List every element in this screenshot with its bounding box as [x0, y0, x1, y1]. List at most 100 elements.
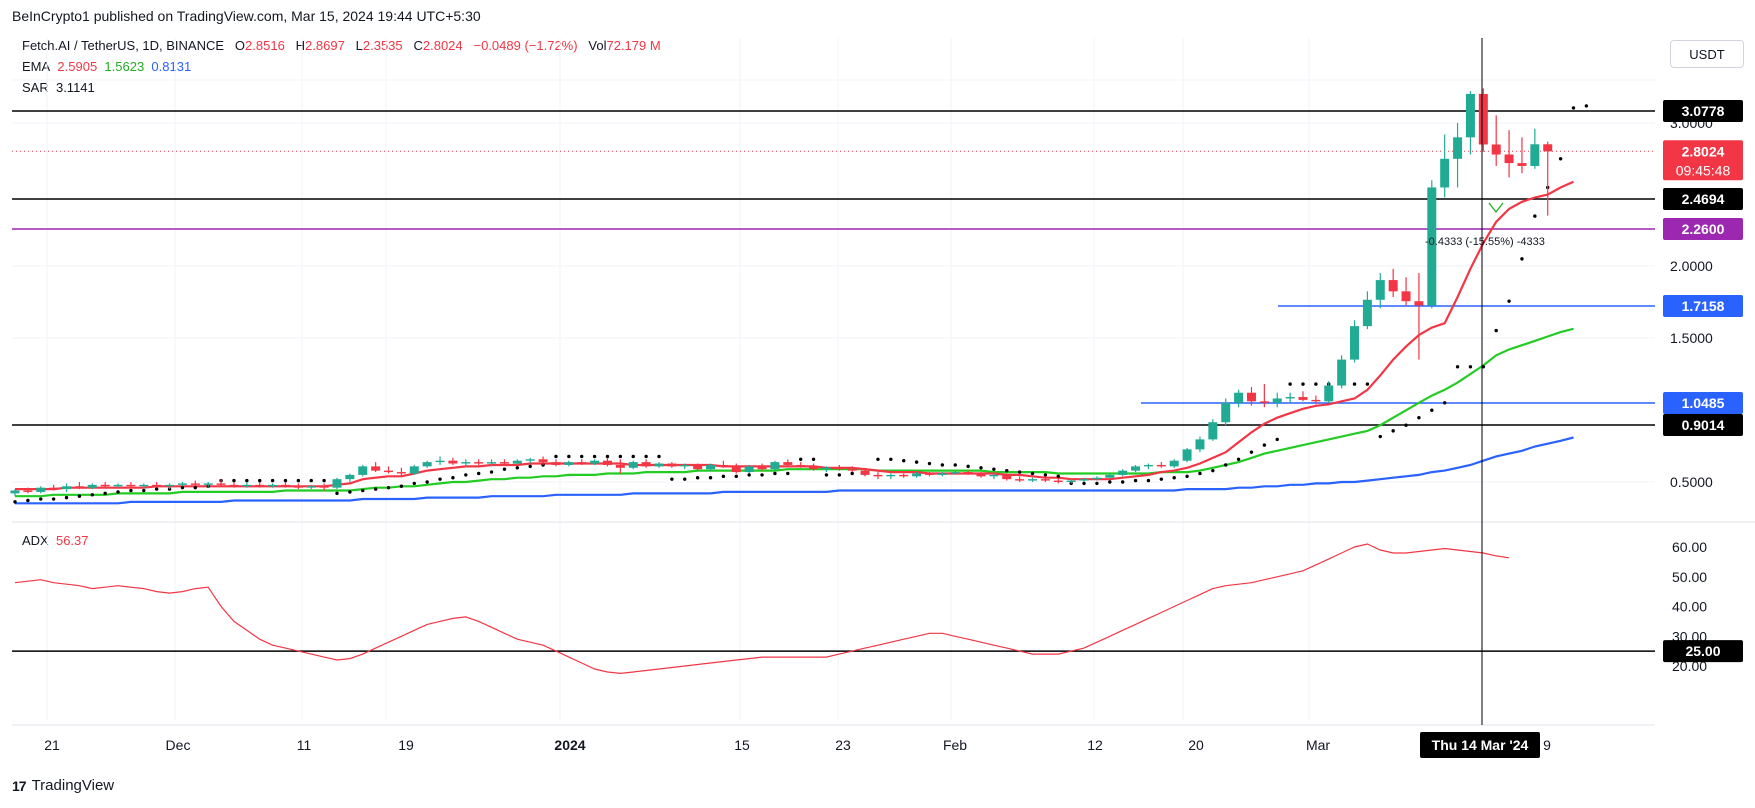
candle[interactable]: [1169, 459, 1179, 468]
candle[interactable]: [1504, 130, 1514, 178]
price-label-1-7158[interactable]: 1.7158: [1663, 295, 1743, 317]
price-label-1-0485[interactable]: 1.0485: [1663, 392, 1743, 414]
candle[interactable]: [1028, 477, 1038, 482]
candle[interactable]: [1285, 392, 1295, 403]
candle[interactable]: [229, 482, 239, 488]
candle[interactable]: [1543, 141, 1553, 216]
candle[interactable]: [306, 484, 316, 490]
candle[interactable]: [1272, 392, 1282, 408]
candle[interactable]: [628, 460, 638, 470]
candle[interactable]: [268, 483, 278, 488]
candle[interactable]: [1427, 180, 1437, 309]
candle[interactable]: [10, 489, 20, 497]
symbol-name[interactable]: Fetch.AI / TetherUS, 1D, BINANCE: [22, 38, 225, 53]
candle[interactable]: [1234, 389, 1244, 408]
candle[interactable]: [1517, 137, 1527, 174]
candle[interactable]: [821, 466, 831, 473]
candle[interactable]: [847, 466, 857, 473]
candle[interactable]: [216, 479, 226, 487]
candle[interactable]: [499, 459, 509, 465]
candle[interactable]: [474, 459, 484, 465]
candle[interactable]: [139, 483, 149, 490]
candle[interactable]: [1362, 291, 1372, 330]
candle[interactable]: [602, 457, 612, 467]
adx-legend[interactable]: ADX 56.37: [22, 533, 89, 548]
candle[interactable]: [564, 460, 574, 467]
candle[interactable]: [924, 472, 934, 477]
candle[interactable]: [1040, 477, 1050, 482]
currency-button[interactable]: USDT: [1670, 40, 1744, 68]
candle[interactable]: [1156, 462, 1166, 468]
adx-label-25[interactable]: 25.00: [1663, 640, 1743, 663]
candle[interactable]: [332, 477, 342, 490]
candle[interactable]: [358, 464, 368, 477]
candle[interactable]: [873, 472, 883, 480]
candle[interactable]: [1118, 469, 1128, 477]
candle[interactable]: [87, 483, 97, 490]
candle[interactable]: [1143, 463, 1153, 470]
candle[interactable]: [1388, 268, 1398, 297]
sar-legend[interactable]: SAR 3.1141: [22, 80, 95, 95]
candle[interactable]: [384, 466, 394, 474]
candle[interactable]: [461, 459, 471, 467]
candle[interactable]: [1053, 477, 1063, 484]
candle[interactable]: [36, 486, 46, 494]
candle[interactable]: [1375, 273, 1385, 309]
candle[interactable]: [654, 462, 664, 468]
candle[interactable]: [23, 487, 33, 494]
candle[interactable]: [345, 473, 355, 482]
candle[interactable]: [126, 482, 136, 488]
candle[interactable]: [1092, 476, 1102, 481]
candle[interactable]: [62, 483, 72, 492]
candle[interactable]: [1002, 473, 1012, 481]
candle[interactable]: [203, 482, 213, 488]
candle[interactable]: [280, 482, 290, 488]
candle[interactable]: [706, 463, 716, 471]
candle[interactable]: [1401, 277, 1411, 306]
candle[interactable]: [396, 467, 406, 477]
candle[interactable]: [100, 482, 110, 488]
candle[interactable]: [551, 459, 561, 467]
candle[interactable]: [731, 463, 741, 474]
ema-legend[interactable]: EMA 2.5905 1.5623 0.8131: [22, 59, 191, 74]
candle[interactable]: [860, 467, 870, 477]
candle[interactable]: [976, 472, 986, 478]
candle[interactable]: [1298, 391, 1308, 402]
candle[interactable]: [757, 463, 767, 471]
candle[interactable]: [538, 456, 548, 465]
candle[interactable]: [74, 482, 84, 490]
candle[interactable]: [1350, 320, 1360, 363]
candle[interactable]: [448, 457, 458, 465]
candle[interactable]: [487, 459, 497, 467]
candle[interactable]: [989, 473, 999, 480]
candle[interactable]: [319, 483, 329, 491]
candle[interactable]: [937, 472, 947, 477]
candle[interactable]: [899, 473, 909, 478]
candle[interactable]: [641, 459, 651, 468]
price-label-0-9014[interactable]: 0.9014: [1663, 414, 1743, 436]
candle[interactable]: [255, 482, 265, 488]
tradingview-logo[interactable]: 17 TradingView: [12, 777, 114, 794]
candle[interactable]: [796, 462, 806, 468]
candle[interactable]: [190, 480, 200, 487]
candle[interactable]: [242, 482, 252, 488]
candle[interactable]: [113, 483, 123, 488]
candle[interactable]: [667, 462, 677, 468]
candle[interactable]: [177, 482, 187, 487]
candle[interactable]: [1311, 395, 1321, 405]
price-label-current[interactable]: 2.8024 09:45:48: [1663, 140, 1743, 181]
candle[interactable]: [963, 470, 973, 475]
candle[interactable]: [770, 460, 780, 471]
candle[interactable]: [371, 462, 381, 473]
candle[interactable]: [1015, 476, 1025, 482]
candle[interactable]: [293, 483, 303, 490]
candle[interactable]: [718, 460, 728, 468]
candle[interactable]: [615, 459, 625, 474]
candle[interactable]: [409, 464, 419, 475]
price-label-3-0778[interactable]: 3.0778: [1663, 100, 1743, 122]
candle[interactable]: [886, 473, 896, 480]
candle[interactable]: [1259, 384, 1269, 408]
candle[interactable]: [512, 459, 522, 465]
candle[interactable]: [744, 464, 754, 474]
